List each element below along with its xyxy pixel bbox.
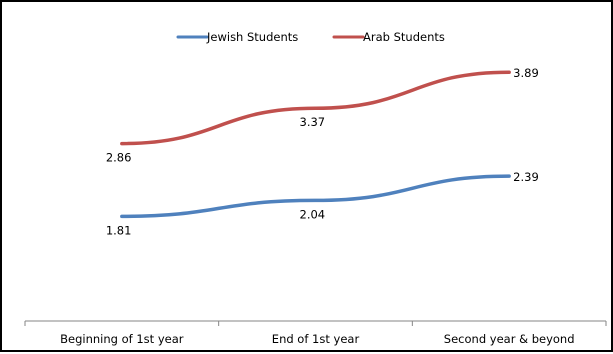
series-layer: 1.81 2.04 2.39 2.86 3.37 3.89 — [106, 66, 539, 237]
legend: Jewish Students Arab Students — [178, 30, 445, 44]
x-tick-label-second-year-and-beyond: Second year & beyond — [444, 332, 575, 346]
series-jewish-students: 1.81 2.04 2.39 — [106, 170, 539, 237]
legend-label-arab-students: Arab Students — [363, 30, 445, 44]
x-axis: Beginning of 1st year End of 1st year Seco… — [25, 321, 606, 346]
data-label-arab-students-1: 3.37 — [300, 115, 326, 129]
data-label-arab-students-0: 2.86 — [106, 151, 132, 165]
series-arab-students: 2.86 3.37 3.89 — [106, 66, 539, 164]
data-label-jewish-students-0: 1.81 — [106, 223, 132, 237]
series-line-arab-students — [122, 72, 509, 143]
legend-label-jewish-students: Jewish Students — [206, 30, 298, 44]
x-tick-label-end-of-1st-year: End of 1st year — [272, 332, 360, 346]
x-tick-label-beginning-of-1st-year: Beginning of 1st year — [60, 332, 184, 346]
data-label-jewish-students-1: 2.04 — [300, 207, 326, 221]
data-label-jewish-students-2: 2.39 — [513, 170, 539, 184]
data-label-arab-students-2: 3.89 — [513, 66, 539, 80]
